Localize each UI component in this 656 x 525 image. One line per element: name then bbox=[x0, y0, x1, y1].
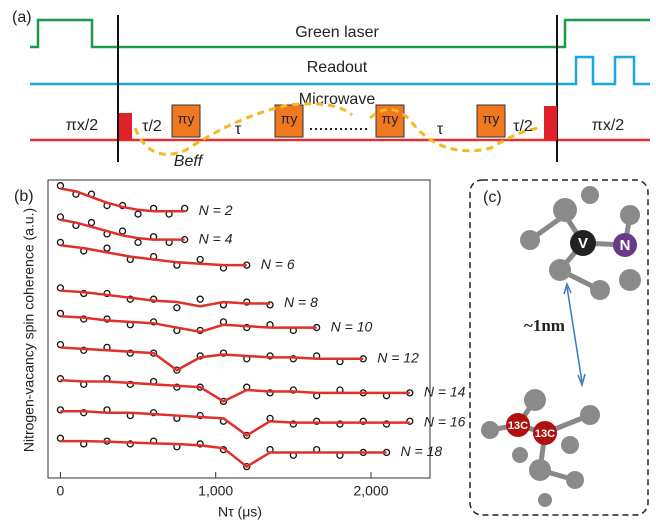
seq-text: πy bbox=[281, 111, 298, 127]
data-point bbox=[359, 417, 367, 425]
data-point bbox=[243, 431, 251, 440]
data-point bbox=[173, 366, 181, 374]
series-label: N = 2 bbox=[199, 202, 233, 218]
data-point bbox=[196, 295, 204, 303]
data-point bbox=[289, 386, 297, 394]
n-label: N bbox=[620, 237, 631, 254]
distance-label: ~1nm bbox=[524, 316, 565, 335]
fit-line bbox=[60, 314, 317, 334]
data-point bbox=[56, 375, 65, 383]
data-point bbox=[56, 406, 65, 414]
pulse bbox=[119, 113, 132, 140]
x-axis-label: Nτ (μs) bbox=[218, 504, 262, 520]
seq-text: πy bbox=[382, 111, 399, 127]
series-label: N = 18 bbox=[401, 443, 443, 459]
nitrogen bbox=[613, 233, 637, 257]
readout-label: Readout bbox=[307, 59, 368, 76]
c-label: 13C bbox=[535, 428, 555, 440]
distance-arrow bbox=[566, 286, 583, 383]
seq-text: τ bbox=[235, 121, 242, 138]
pi-pulses bbox=[171, 104, 506, 138]
fit-line bbox=[60, 346, 364, 372]
panel-label: (a) bbox=[12, 9, 32, 26]
vacancy bbox=[570, 230, 596, 256]
panel-label: (c) bbox=[483, 189, 502, 206]
data-point bbox=[196, 255, 204, 264]
data-point bbox=[266, 301, 274, 309]
data-point bbox=[173, 304, 181, 312]
data-point bbox=[219, 397, 228, 406]
carbon13 bbox=[506, 413, 530, 437]
y-axis-label: Nitrogen-vacancy spin coherence (a.u.) bbox=[21, 208, 37, 452]
x-tick-label: 2,000 bbox=[353, 483, 388, 499]
x-tick-label: 1,000 bbox=[198, 483, 233, 499]
seq-text: τ/2 bbox=[142, 118, 162, 135]
series-label: N = 12 bbox=[377, 350, 419, 366]
series-label: N = 4 bbox=[199, 230, 233, 246]
atoms bbox=[481, 186, 641, 507]
data-point bbox=[126, 440, 134, 448]
seq-text: πy bbox=[483, 111, 500, 127]
fit-line bbox=[60, 187, 185, 213]
data-point bbox=[382, 420, 391, 428]
data-point bbox=[266, 389, 274, 397]
series-label: N = 6 bbox=[261, 256, 295, 272]
series-label: N = 14 bbox=[424, 384, 466, 400]
data-point bbox=[87, 218, 96, 227]
data-point bbox=[312, 417, 321, 425]
plot-frame bbox=[47, 179, 431, 479]
seq-text: πx/2 bbox=[66, 117, 98, 134]
seq-text: πy bbox=[178, 111, 195, 127]
fit-line bbox=[60, 218, 185, 241]
green-label: Green laser bbox=[295, 24, 379, 41]
v-label: V bbox=[578, 235, 588, 252]
microwave-label: Microwave bbox=[299, 91, 376, 108]
fit-line bbox=[60, 378, 410, 403]
data-point bbox=[134, 210, 142, 218]
series-label: N = 10 bbox=[331, 318, 373, 334]
c-label: 13C bbox=[508, 420, 528, 432]
series-label: N = 8 bbox=[284, 294, 318, 310]
data-point bbox=[406, 417, 414, 425]
fit-line bbox=[60, 439, 387, 469]
green-line bbox=[30, 18, 650, 49]
carbon13 bbox=[533, 421, 557, 445]
data-point bbox=[219, 349, 228, 357]
panel-label: (b) bbox=[14, 188, 34, 205]
data-point bbox=[243, 462, 251, 471]
readout-line bbox=[30, 55, 650, 86]
data-point bbox=[289, 420, 297, 428]
beff-label: Beff bbox=[174, 153, 204, 170]
pulse bbox=[544, 106, 557, 140]
panel-frame bbox=[469, 179, 649, 516]
fit-line bbox=[60, 410, 410, 437]
series-label: N = 16 bbox=[424, 413, 466, 429]
x-tick-label: 0 bbox=[57, 483, 65, 499]
data-point bbox=[103, 244, 111, 252]
seq-text: πx/2 bbox=[592, 117, 624, 134]
arrowheads bbox=[563, 281, 586, 388]
data-point bbox=[118, 227, 127, 235]
fit-line bbox=[60, 289, 271, 308]
seq-text: τ/2 bbox=[513, 118, 533, 135]
data-point bbox=[134, 238, 142, 247]
data-point bbox=[336, 420, 344, 428]
seq-text: τ bbox=[437, 121, 444, 138]
beff-curve bbox=[133, 102, 541, 156]
fit-line bbox=[60, 244, 247, 267]
bonds bbox=[489, 212, 633, 483]
